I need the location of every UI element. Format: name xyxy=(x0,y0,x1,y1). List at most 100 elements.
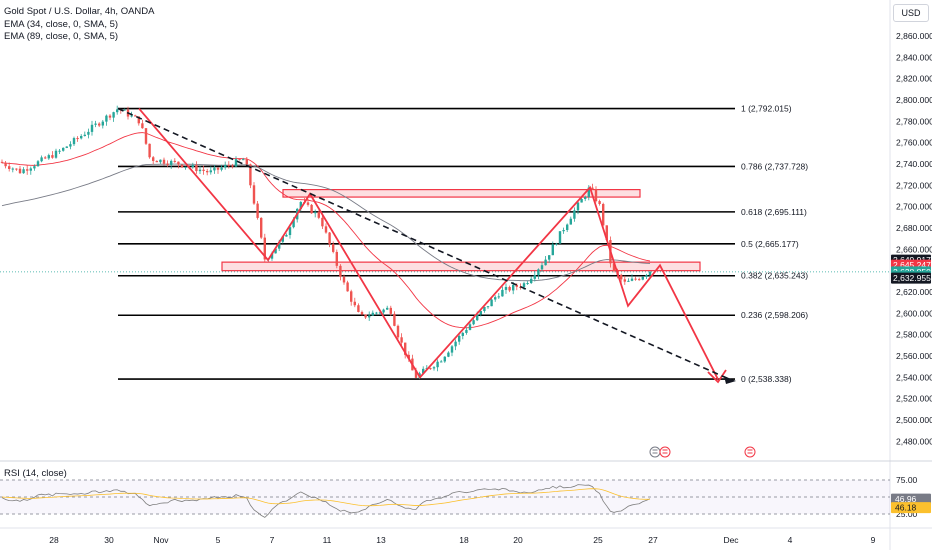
candle-body xyxy=(634,279,636,280)
candle-body xyxy=(649,272,651,275)
candle-body xyxy=(202,170,204,171)
candle-body xyxy=(508,287,510,290)
fib-level-label: 0.5 (2,665.177) xyxy=(741,239,799,249)
symbol-title[interactable]: Gold Spot / U.S. Dollar, 4h, OANDA xyxy=(4,6,154,19)
candle-body xyxy=(361,312,363,315)
candle-body xyxy=(314,212,316,213)
candle-body xyxy=(530,279,532,283)
price-tick-label: 2,740.000 xyxy=(896,159,932,169)
candle-body xyxy=(141,123,143,128)
candle-body xyxy=(318,212,320,218)
candle-body xyxy=(145,128,147,144)
price-tick-label: 2,620.000 xyxy=(896,287,932,297)
candle-body xyxy=(260,218,262,238)
price-tick-label: 2,500.000 xyxy=(896,415,932,425)
candle-body xyxy=(487,306,489,307)
candle-body xyxy=(436,362,438,368)
candle-body xyxy=(645,275,647,277)
candle-body xyxy=(116,109,118,112)
price-tick-label: 2,680.000 xyxy=(896,223,932,233)
time-tick-label: 13 xyxy=(376,535,386,545)
price-tick-label: 2,560.000 xyxy=(896,351,932,361)
time-tick-label: 20 xyxy=(513,535,523,545)
candle-body xyxy=(368,316,370,318)
candle-body xyxy=(130,115,132,116)
price-tick-label: 2,820.000 xyxy=(896,74,932,84)
candle-body xyxy=(66,147,68,148)
candle-body xyxy=(224,165,226,168)
fib-level-label: 0 (2,538.338) xyxy=(741,374,792,384)
currency-button[interactable]: USD xyxy=(893,4,929,22)
candle-body xyxy=(541,265,543,269)
flag-event-icon[interactable] xyxy=(745,447,755,457)
candle-body xyxy=(40,157,42,161)
candle-body xyxy=(332,244,334,252)
candle-body xyxy=(231,165,233,166)
candle-body xyxy=(166,164,168,165)
zone-rect xyxy=(222,262,700,271)
candle-body xyxy=(112,112,114,117)
candle-body xyxy=(246,159,248,164)
candle-body xyxy=(451,346,453,352)
candle-body xyxy=(206,171,208,172)
candle-body xyxy=(51,155,53,158)
candle-body xyxy=(195,165,197,171)
candle-body xyxy=(469,324,471,330)
candle-body xyxy=(584,197,586,199)
candle-body xyxy=(55,151,57,158)
price-tick-label: 2,860.000 xyxy=(896,31,932,41)
candle-body xyxy=(102,122,104,126)
ema89-legend[interactable]: EMA (89, close, 0, SMA, 5) xyxy=(4,31,154,44)
candle-body xyxy=(69,144,71,146)
candle-body xyxy=(580,199,582,203)
lightning-icon[interactable] xyxy=(650,447,660,457)
candle-body xyxy=(591,188,593,189)
candle-body xyxy=(253,185,255,203)
rsi-band xyxy=(0,480,890,514)
candle-body xyxy=(109,116,111,118)
time-tick-label: 4 xyxy=(788,535,793,545)
candle-body xyxy=(505,287,507,290)
time-tick-label: Nov xyxy=(153,535,169,545)
candle-body xyxy=(397,326,399,337)
candle-body xyxy=(354,302,356,306)
candle-body xyxy=(48,155,50,158)
price-tick-label: 2,520.000 xyxy=(896,394,932,404)
rsi-tick-label: 75.00 xyxy=(896,475,918,485)
candle-body xyxy=(577,203,579,211)
ema34-legend[interactable]: EMA (34, close, 0, SMA, 5) xyxy=(4,19,154,32)
candle-body xyxy=(562,230,564,231)
candle-body xyxy=(325,226,327,232)
candle-body xyxy=(33,166,35,168)
candle-body xyxy=(357,305,359,312)
flag-event-icon[interactable] xyxy=(660,447,670,457)
fib-level-label: 0.618 (2,695.111) xyxy=(741,207,807,217)
time-tick-label: 27 xyxy=(648,535,658,545)
candle-body xyxy=(336,252,338,266)
price-tick-label: 2,660.000 xyxy=(896,244,932,254)
candle-body xyxy=(62,148,64,151)
candle-body xyxy=(12,169,14,170)
candle-body xyxy=(217,168,219,170)
time-tick-label: 7 xyxy=(270,535,275,545)
candle-body xyxy=(22,169,24,173)
candle-body xyxy=(393,314,395,326)
time-tick-label: 9 xyxy=(871,535,876,545)
candle-body xyxy=(328,233,330,245)
candle-body xyxy=(339,266,341,277)
candle-body xyxy=(159,160,161,162)
candle-body xyxy=(289,227,291,235)
candle-body xyxy=(343,277,345,283)
candle-body xyxy=(87,132,89,135)
candle-body xyxy=(177,162,179,165)
candle-body xyxy=(537,269,539,275)
candle-body xyxy=(624,279,626,281)
candle-body xyxy=(454,342,456,347)
time-tick-label: Dec xyxy=(723,535,739,545)
rsi-legend[interactable]: RSI (14, close) xyxy=(4,468,67,479)
fib-level-label: 0.236 (2,598.206) xyxy=(741,310,808,320)
candle-body xyxy=(559,231,561,243)
candle-body xyxy=(570,219,572,225)
candle-body xyxy=(156,161,158,162)
